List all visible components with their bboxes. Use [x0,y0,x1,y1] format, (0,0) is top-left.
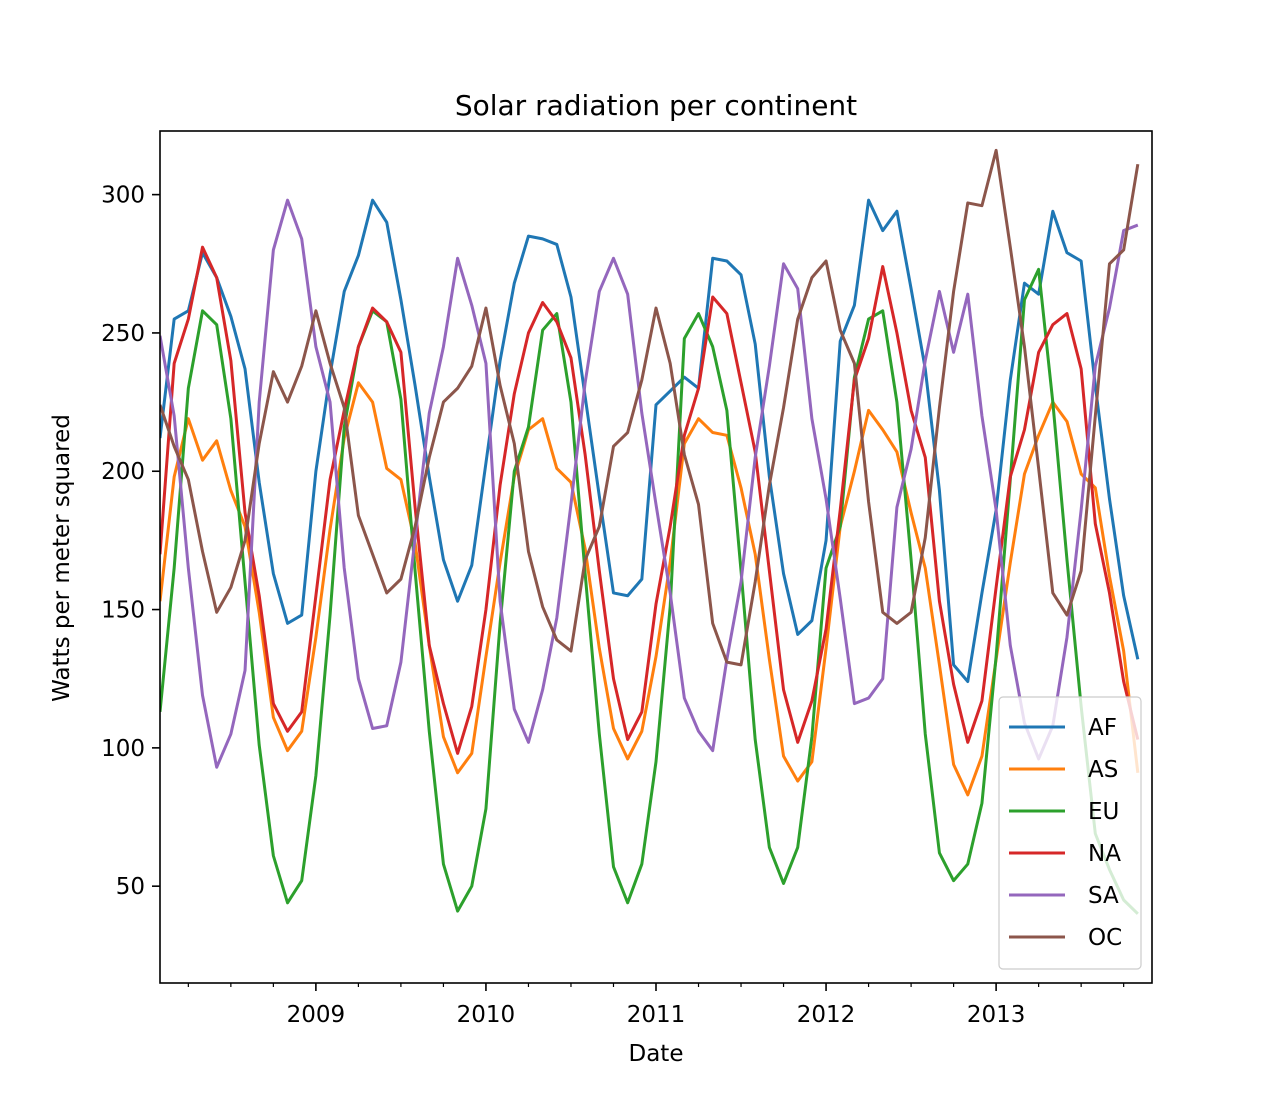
legend-label-na: NA [1088,841,1121,867]
x-tick-label: 2009 [287,1002,346,1028]
x-tick-label: 2012 [797,1002,856,1028]
y-tick-label: 50 [116,874,145,900]
x-axis-title: Date [629,1041,684,1067]
y-tick-label: 100 [101,736,145,762]
series-line-oc [160,148,1140,667]
legend-label-sa: SA [1088,883,1119,909]
series-line-sa [160,198,1139,769]
series-line-na [160,245,1140,755]
legend-label-oc: OC [1088,925,1122,951]
x-tick-label: 2011 [627,1002,686,1028]
legend-box [998,696,1142,970]
legend-label-eu: EU [1088,799,1119,825]
legend-label-as: AS [1088,757,1118,783]
chart-title: Solar radiation per continent [455,89,857,122]
series-line-af [160,198,1140,683]
legend: AF AS EU NA SA OC [998,696,1142,970]
y-tick-label: 200 [101,459,145,485]
x-tick-label: 2010 [457,1002,516,1028]
y-tick-label: 250 [101,321,145,347]
series-group [160,148,1140,915]
series-line-eu [160,267,1139,915]
x-axis: 2009 2010 2011 2012 2013 [187,983,1125,1028]
y-tick-label: 300 [101,183,145,209]
y-axis-title: Watts per meter squared [49,414,75,702]
legend-label-af: AF [1088,715,1117,741]
y-axis: 50 100 150 200 250 300 [101,183,160,900]
series-line-as [160,381,1140,797]
x-tick-label: 2013 [967,1002,1026,1028]
y-tick-label: 150 [101,598,145,624]
